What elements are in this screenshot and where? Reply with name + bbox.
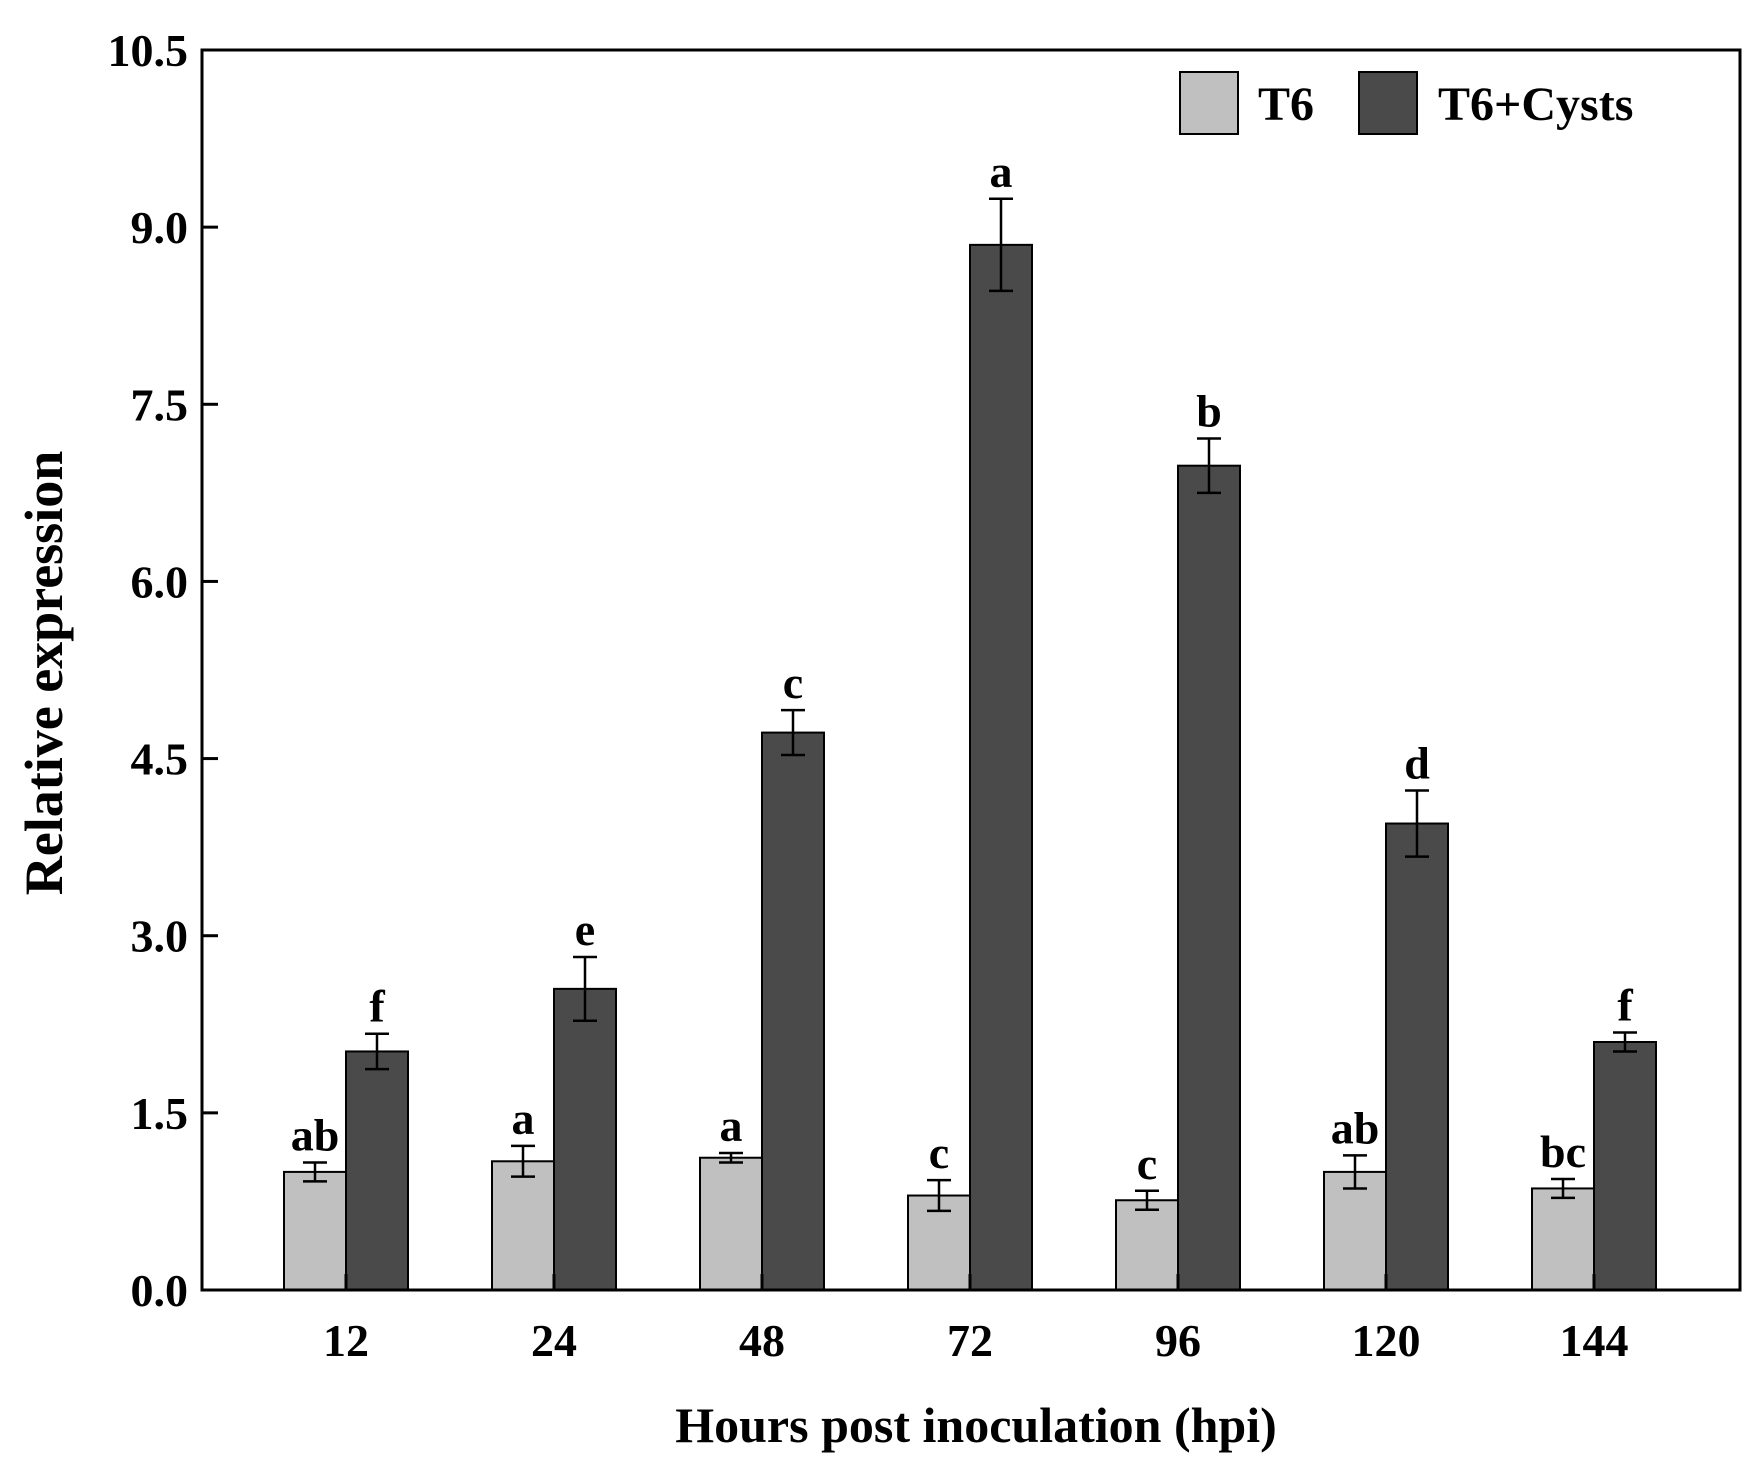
bar <box>699 1156 763 1291</box>
x-tick-label: 144 <box>1560 1315 1629 1366</box>
legend-swatch-t6-cysts <box>1358 71 1418 135</box>
legend: T6 T6+Cysts <box>1179 71 1633 135</box>
bar <box>553 987 617 1291</box>
y-axis: 0.0 1.5 3.0 4.5 6.0 7.5 9.0 10.5 <box>108 25 218 1316</box>
significance-letter: e <box>575 904 595 955</box>
y-tick-label: 0.0 <box>131 1265 189 1316</box>
x-tick-label: 120 <box>1352 1315 1421 1366</box>
significance-letter: ab <box>291 1109 340 1160</box>
y-tick-label: 3.0 <box>131 911 189 962</box>
significance-letter: ab <box>1331 1102 1380 1153</box>
bar <box>1385 822 1449 1291</box>
significance-letter: bc <box>1540 1126 1586 1177</box>
significance-letter: a <box>512 1093 535 1144</box>
bar <box>345 1050 409 1292</box>
significance-letter: b <box>1196 386 1222 437</box>
legend-swatch-t6 <box>1179 71 1239 135</box>
bar <box>761 731 825 1291</box>
significance-letter: c <box>1137 1138 1157 1189</box>
x-tick-label: 96 <box>1155 1315 1201 1366</box>
bar <box>1177 464 1241 1291</box>
y-tick-label: 4.5 <box>131 734 189 785</box>
y-tick-label: 6.0 <box>131 556 189 607</box>
x-tick-label: 12 <box>323 1315 369 1366</box>
significance-letter: a <box>990 146 1013 197</box>
x-axis: 12 24 48 72 96 120 144 <box>323 1274 1629 1366</box>
y-tick-label: 10.5 <box>108 25 189 76</box>
x-axis-label: Hours post inoculation (hpi) <box>675 1397 1277 1453</box>
significance-letter: f <box>369 981 385 1032</box>
bar <box>1531 1187 1595 1292</box>
significance-letter: c <box>929 1127 949 1178</box>
significance-letter: c <box>783 657 803 708</box>
bar <box>491 1160 555 1292</box>
y-axis-label: Relative expression <box>14 451 74 895</box>
bar <box>283 1170 347 1292</box>
x-tick-label: 48 <box>739 1315 785 1366</box>
significance-letter: d <box>1404 737 1430 788</box>
chart-marks: ab f a e a c c a c b ab d bc f <box>283 146 1657 1292</box>
y-tick-label: 1.5 <box>131 1088 189 1139</box>
bar <box>1115 1199 1179 1291</box>
legend-label-t6: T6 <box>1258 78 1314 131</box>
x-tick-label: 24 <box>531 1315 577 1366</box>
x-tick-label: 72 <box>947 1315 993 1366</box>
bar <box>1593 1041 1657 1291</box>
y-tick-label: 9.0 <box>131 202 189 253</box>
legend-label-t6-cysts: T6+Cysts <box>1438 78 1633 131</box>
significance-letter: f <box>1617 980 1633 1031</box>
bar <box>969 243 1033 1291</box>
significance-letter: a <box>720 1100 743 1151</box>
y-tick-label: 7.5 <box>131 379 189 430</box>
